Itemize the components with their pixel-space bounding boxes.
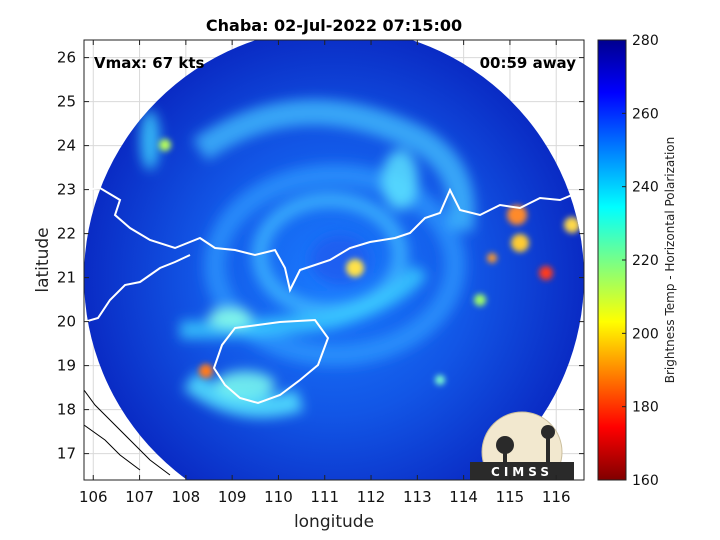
x-tick-label: 112 [357,488,386,506]
colorbar-tick-label: 280 [632,33,659,49]
y-axis-ticks: 17 18 19 20 21 22 23 24 25 26 [57,49,584,463]
x-tick-label: 114 [449,488,478,506]
y-tick-label: 23 [57,181,76,199]
x-tick-label: 115 [496,488,525,506]
colorbar-tick-label: 180 [632,400,659,416]
y-tick-label: 18 [57,401,76,419]
chart-title: Chaba: 02-Jul-2022 07:15:00 [206,16,462,35]
colorbar-tick-label: 200 [632,326,659,342]
y-tick-label: 19 [57,357,76,375]
x-axis-ticks: 106 107 108 109 110 111 112 113 114 115 116 [79,40,571,506]
y-axis-label: latitude [33,227,53,292]
colorbar-tick-label: 260 [632,106,659,122]
x-tick-label: 108 [172,488,201,506]
y-tick-label: 17 [57,445,76,463]
colorbar-ticks: 160 180 200 220 240 260 280 [622,33,659,489]
colorbar-tick-label: 220 [632,253,659,269]
vmax-annotation: Vmax: 67 kts [94,54,204,72]
y-tick-label: 20 [57,313,76,331]
y-tick-label: 24 [57,137,76,155]
logo-text: CIMSS [491,465,553,479]
colorbar-tick-label: 160 [632,473,659,489]
colorbar-tick-label: 240 [632,180,659,196]
cimss-logo: CIMSS [470,411,574,480]
x-tick-label: 110 [264,488,293,506]
x-tick-label: 106 [79,488,108,506]
plot-frame [83,39,585,481]
y-tick-label: 25 [57,93,76,111]
away-annotation: 00:59 away [480,54,577,72]
x-tick-label: 113 [403,488,432,506]
y-tick-label: 21 [57,269,76,287]
colorbar [597,39,627,481]
x-axis-label: longitude [294,512,374,532]
x-tick-label: 116 [542,488,571,506]
y-tick-label: 22 [57,225,76,243]
y-tick-label: 26 [57,49,76,67]
coastline [84,186,584,476]
colorbar-label: Brightness Temp - Horizontal Polarizatio… [663,137,677,384]
x-tick-label: 109 [218,488,247,506]
x-tick-label: 107 [125,488,154,506]
x-tick-label: 111 [310,488,339,506]
